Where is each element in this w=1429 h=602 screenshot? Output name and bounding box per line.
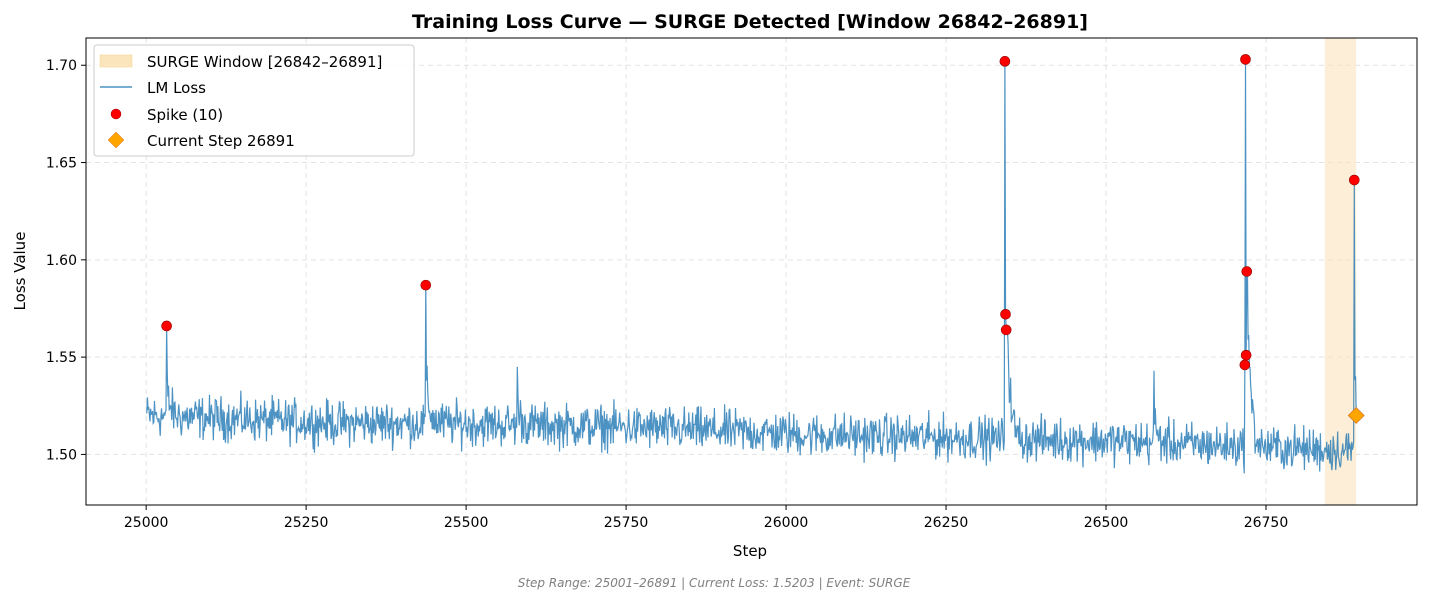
legend-window-swatch: [99, 54, 133, 68]
axes-frame: [85, 37, 1418, 506]
chart-footer: Step Range: 25001–26891 | Current Loss: …: [518, 576, 911, 590]
legend-spike-label: Spike (10): [147, 106, 223, 124]
y-axis-ticks: 1.50 1.55 1.60 1.65 1.70: [46, 58, 86, 463]
spike-point: [420, 279, 432, 291]
x-tick-label: 26250: [924, 515, 969, 531]
legend: SURGE Window [26842–26891] LM Loss Spike…: [93, 44, 415, 157]
loss-line-layer: [146, 59, 1357, 474]
spike-point: [1241, 266, 1253, 277]
x-tick-label: 25250: [284, 515, 329, 531]
spike-point: [1348, 174, 1360, 186]
spike-point: [1240, 349, 1252, 361]
x-tick-label: 26500: [1084, 515, 1129, 531]
x-axis-label: Step: [733, 542, 767, 560]
legend-current-swatch: [107, 131, 125, 149]
chart-title: Training Loss Curve — SURGE Detected [Wi…: [412, 11, 1088, 33]
spike-markers: [161, 54, 1360, 371]
legend-current-label: Current Step 26891: [147, 132, 295, 150]
loss-series-line: [146, 59, 1357, 474]
x-tick-label: 25750: [604, 515, 649, 531]
y-tick-label: 1.50: [46, 447, 77, 463]
legend-line-label: LM Loss: [147, 79, 206, 97]
surge-window-band: [1324, 38, 1357, 505]
legend-window-label: SURGE Window [26842–26891]: [147, 53, 382, 71]
spike-point: [1000, 309, 1011, 320]
y-tick-label: 1.70: [46, 58, 77, 74]
current-step-marker-layer: [1347, 407, 1365, 424]
x-tick-label: 25500: [444, 515, 489, 531]
current-step-marker: [1347, 407, 1365, 424]
y-tick-label: 1.65: [46, 156, 77, 172]
y-axis-label: Loss Value: [11, 232, 29, 311]
spike-point: [1000, 324, 1012, 336]
x-tick-label: 25000: [124, 515, 169, 531]
x-tick-label: 26750: [1244, 515, 1289, 531]
x-tick-label: 26000: [764, 515, 809, 531]
spike-point: [161, 320, 172, 332]
legend-spike-swatch: [110, 108, 122, 120]
spike-point: [1240, 54, 1251, 65]
y-tick-label: 1.60: [46, 253, 77, 269]
spike-point: [1239, 359, 1251, 371]
y-tick-label: 1.55: [46, 350, 77, 366]
spike-point: [999, 56, 1011, 67]
x-axis-ticks: 25000 25250 25500 25750 26000 26250 26500 26750: [124, 505, 1288, 531]
